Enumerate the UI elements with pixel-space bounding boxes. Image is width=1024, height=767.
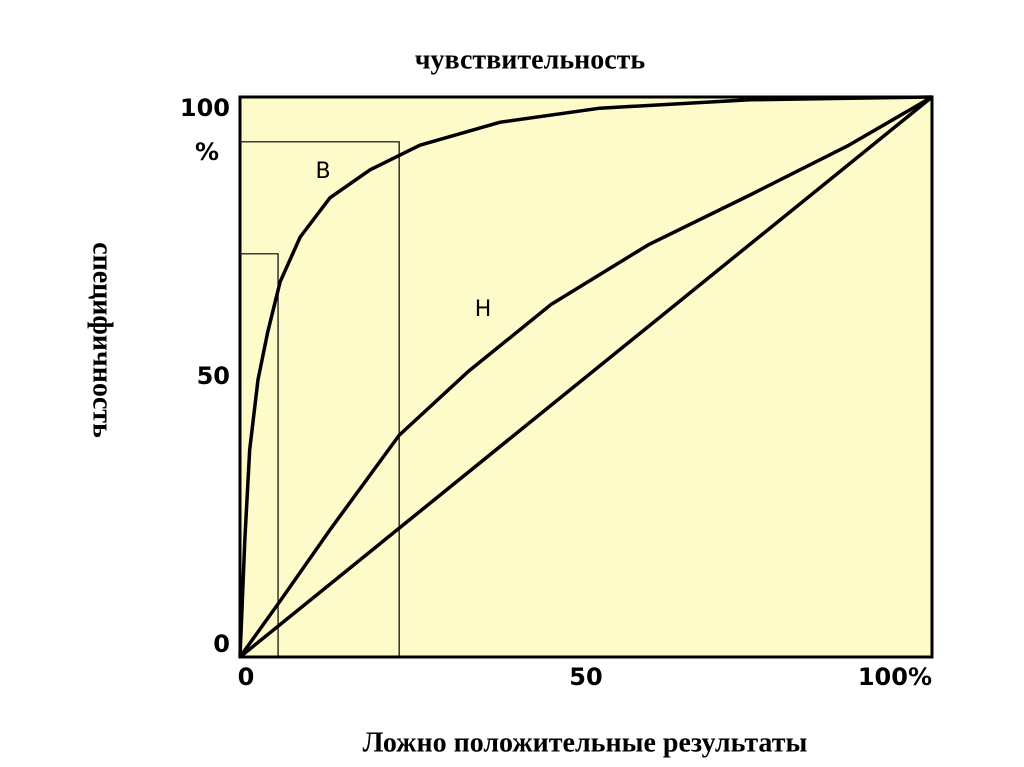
y-axis-label: специфичность — [87, 242, 118, 438]
y-tick-label: 50 — [197, 362, 230, 390]
reference-line — [240, 141, 400, 657]
y-tick-label: 0 — [213, 630, 230, 658]
line-series — [238, 95, 933, 659]
reference-line — [240, 253, 279, 657]
chart-title: чувствительность — [415, 44, 646, 75]
x-axis-label: Ложно положительные результаты — [363, 727, 808, 758]
x-tick-label: 50 — [569, 663, 602, 691]
line-series — [238, 95, 934, 659]
x-tick-label: 0 — [238, 663, 255, 691]
plot-frame — [238, 95, 934, 659]
series-label: H — [475, 297, 492, 322]
y-unit: % — [195, 138, 219, 166]
series-label: B — [315, 159, 330, 184]
x-tick-label: 100% — [858, 663, 932, 691]
line-series — [238, 95, 933, 658]
y-tick-label: 100 — [180, 94, 230, 122]
